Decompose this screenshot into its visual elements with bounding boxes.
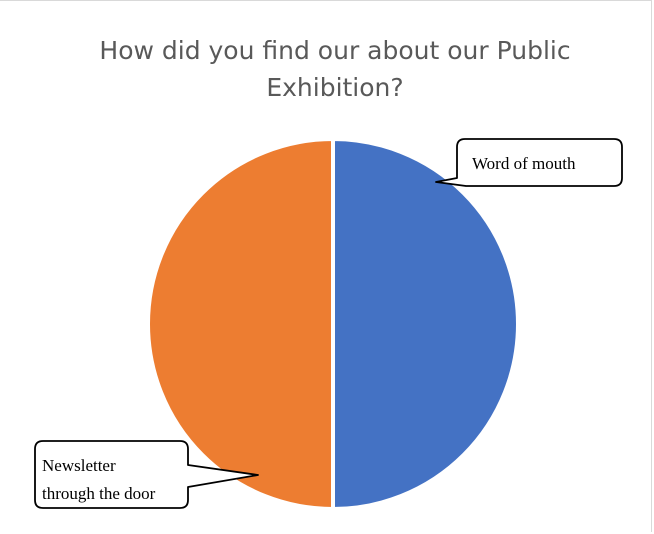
pie-slice-word-of-mouth (331, 137, 520, 511)
callout-newsletter: Newsletter through the door (34, 440, 259, 509)
callout-label-word-of-mouth: Word of mouth (472, 154, 576, 173)
callout-label-newsletter-line-2: through the door (42, 484, 156, 503)
callout-word-of-mouth: Word of mouth (435, 138, 623, 187)
pie-slice-newsletter-through-the-door (146, 137, 335, 511)
pie-slices (146, 137, 520, 511)
callout-label-newsletter-line-1: Newsletter (42, 456, 116, 475)
callout-box-newsletter (34, 440, 259, 509)
chart-title: How did you find our about our Public Ex… (99, 36, 571, 102)
callout-box-word-of-mouth (435, 138, 623, 187)
